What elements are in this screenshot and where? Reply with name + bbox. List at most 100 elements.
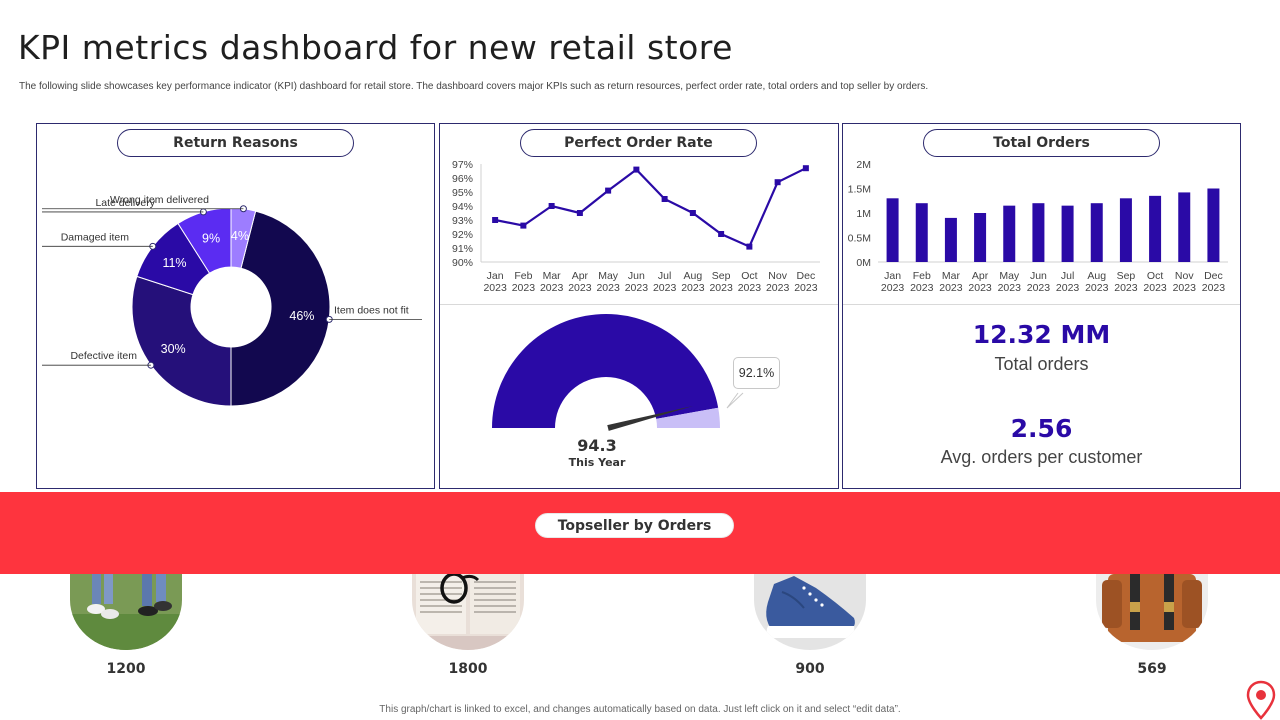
- gauge-fill: [492, 313, 719, 428]
- page-subtitle: The following slide showcases key perfor…: [19, 81, 929, 92]
- bar: [886, 198, 899, 262]
- x-tick-label: Jan: [487, 270, 504, 282]
- total-orders-title: Total Orders: [923, 129, 1160, 157]
- slice-label-item-does-not-fit: 46%: [289, 309, 314, 323]
- total-orders-bar-chart[interactable]: 0M0.5M1M1.5M2MJan2023Feb2023Mar2023Apr20…: [843, 124, 1242, 304]
- return-reasons-donut-chart[interactable]: 46% Item does not fit 30% Defective item 11%…: [37, 124, 436, 490]
- bar: [1178, 192, 1191, 262]
- x-tick-label: 2023: [738, 282, 762, 294]
- x-tick-label: Jun: [628, 270, 645, 282]
- line-point: [774, 179, 781, 186]
- x-tick-label: 2023: [998, 282, 1022, 294]
- x-tick-label: Mar: [942, 270, 961, 282]
- bar: [1149, 195, 1162, 262]
- x-tick-label: 2023: [483, 282, 507, 294]
- bar: [1090, 203, 1103, 262]
- bar: [1119, 198, 1132, 262]
- people-walking-on-grass-photo: [70, 574, 182, 650]
- x-tick-label: Aug: [684, 270, 703, 282]
- x-tick-label: 2023: [1085, 282, 1109, 294]
- avg-orders-value: 2.56: [1010, 414, 1073, 443]
- x-tick-label: Dec: [1204, 270, 1223, 282]
- line-point: [548, 203, 555, 209]
- x-tick-label: Mar: [543, 270, 562, 282]
- x-tick-label: 2023: [596, 282, 620, 294]
- y-tick-label: 93%: [452, 215, 473, 227]
- x-tick-label: Jul: [1061, 270, 1074, 282]
- y-tick-label: 96%: [452, 173, 473, 185]
- y-tick-label: 1.5M: [848, 184, 871, 196]
- slice-item-does-not-fit: [230, 210, 331, 407]
- avg-orders-label: Avg. orders per customer: [940, 447, 1143, 467]
- bar: [915, 203, 928, 262]
- y-tick-label: 94%: [452, 201, 473, 213]
- page-title: KPI metrics dashboard for new retail sto…: [18, 28, 733, 67]
- x-tick-label: 2023: [794, 282, 818, 294]
- y-tick-label: 92%: [452, 229, 473, 241]
- callout-label-damaged-item: Damaged item: [61, 231, 130, 243]
- return-reasons-panel: Return Reasons 46% Item does not fit 30% De…: [36, 123, 435, 489]
- x-tick-label: 2023: [939, 282, 963, 294]
- gauge-needle: [607, 405, 694, 431]
- perfect-order-rate-title: Perfect Order Rate: [520, 129, 757, 157]
- callout-label-wrong-item-delivered: Wrong item delivered: [110, 194, 209, 206]
- bar: [974, 213, 987, 262]
- slice-label-damaged-item: 11%: [162, 256, 186, 270]
- x-tick-label: 2023: [709, 282, 733, 294]
- panel-divider: [843, 304, 1240, 305]
- bar: [944, 217, 957, 262]
- line-point: [520, 222, 527, 229]
- gauge-remainder: [656, 407, 720, 428]
- x-tick-label: 2023: [568, 282, 592, 294]
- topseller-value-2: 1800: [448, 661, 488, 677]
- x-tick-label: Apr: [572, 270, 589, 282]
- x-tick-label: May: [999, 270, 1020, 282]
- y-tick-label: 97%: [452, 159, 473, 171]
- x-tick-label: 2023: [910, 282, 934, 294]
- slice-label-defective-item: 30%: [161, 342, 186, 356]
- book-and-eyeglasses-photo: [412, 574, 524, 650]
- x-tick-label: Oct: [1147, 270, 1163, 282]
- leather-backpack-photo: [1096, 574, 1208, 650]
- x-tick-label: Nov: [768, 270, 787, 282]
- x-tick-label: 2023: [1202, 282, 1226, 294]
- callout-label-late-delivery: Late delivery: [95, 197, 155, 209]
- x-tick-label: 2023: [1114, 282, 1138, 294]
- line-point: [718, 231, 725, 237]
- line-point: [633, 166, 640, 173]
- blue-sneaker-photo: [754, 574, 866, 650]
- topseller-value-1: 1200: [106, 661, 146, 677]
- y-tick-label: 91%: [452, 243, 473, 255]
- x-tick-label: May: [598, 270, 619, 282]
- topseller-value-3: 900: [795, 661, 825, 677]
- line-point: [492, 217, 499, 223]
- y-tick-label: 1M: [856, 208, 871, 220]
- x-tick-label: Jun: [1030, 270, 1047, 282]
- bar: [1061, 205, 1074, 262]
- x-tick-label: Sep: [712, 270, 731, 282]
- topseller-title: Topseller by Orders: [535, 513, 734, 538]
- line-point: [661, 196, 668, 202]
- x-tick-label: Feb: [913, 270, 931, 282]
- x-tick-label: 2023: [1027, 282, 1051, 294]
- x-tick-label: 2023: [881, 282, 905, 294]
- x-tick-label: Nov: [1175, 270, 1194, 282]
- perfect-order-rate-line-chart[interactable]: 90%91%92%93%94%95%96%97%Jan2023Feb2023Ma…: [440, 124, 840, 304]
- x-tick-label: 2023: [681, 282, 705, 294]
- x-tick-label: 2023: [653, 282, 677, 294]
- location-pin-icon: [1246, 680, 1276, 720]
- total-orders-value: 12.32 MM: [972, 320, 1111, 349]
- x-tick-label: 2023: [540, 282, 564, 294]
- x-tick-label: 2023: [512, 282, 536, 294]
- total-orders-panel: Total Orders 0M 0.5M 1M 1.5M 2M Jan 2023 Feb 202…: [842, 123, 1241, 489]
- callout-label-defective-item: Defective item: [70, 350, 137, 362]
- perfect-order-rate-gauge[interactable]: [440, 304, 840, 490]
- line-point: [802, 165, 809, 172]
- total-orders-label: Total orders: [994, 354, 1089, 374]
- gauge-callout-tail: [726, 392, 744, 409]
- line-point: [576, 210, 583, 216]
- line-point: [689, 210, 696, 216]
- x-tick-label: Aug: [1087, 270, 1106, 282]
- x-tick-label: 2023: [1143, 282, 1167, 294]
- x-tick-label: 2023: [1056, 282, 1080, 294]
